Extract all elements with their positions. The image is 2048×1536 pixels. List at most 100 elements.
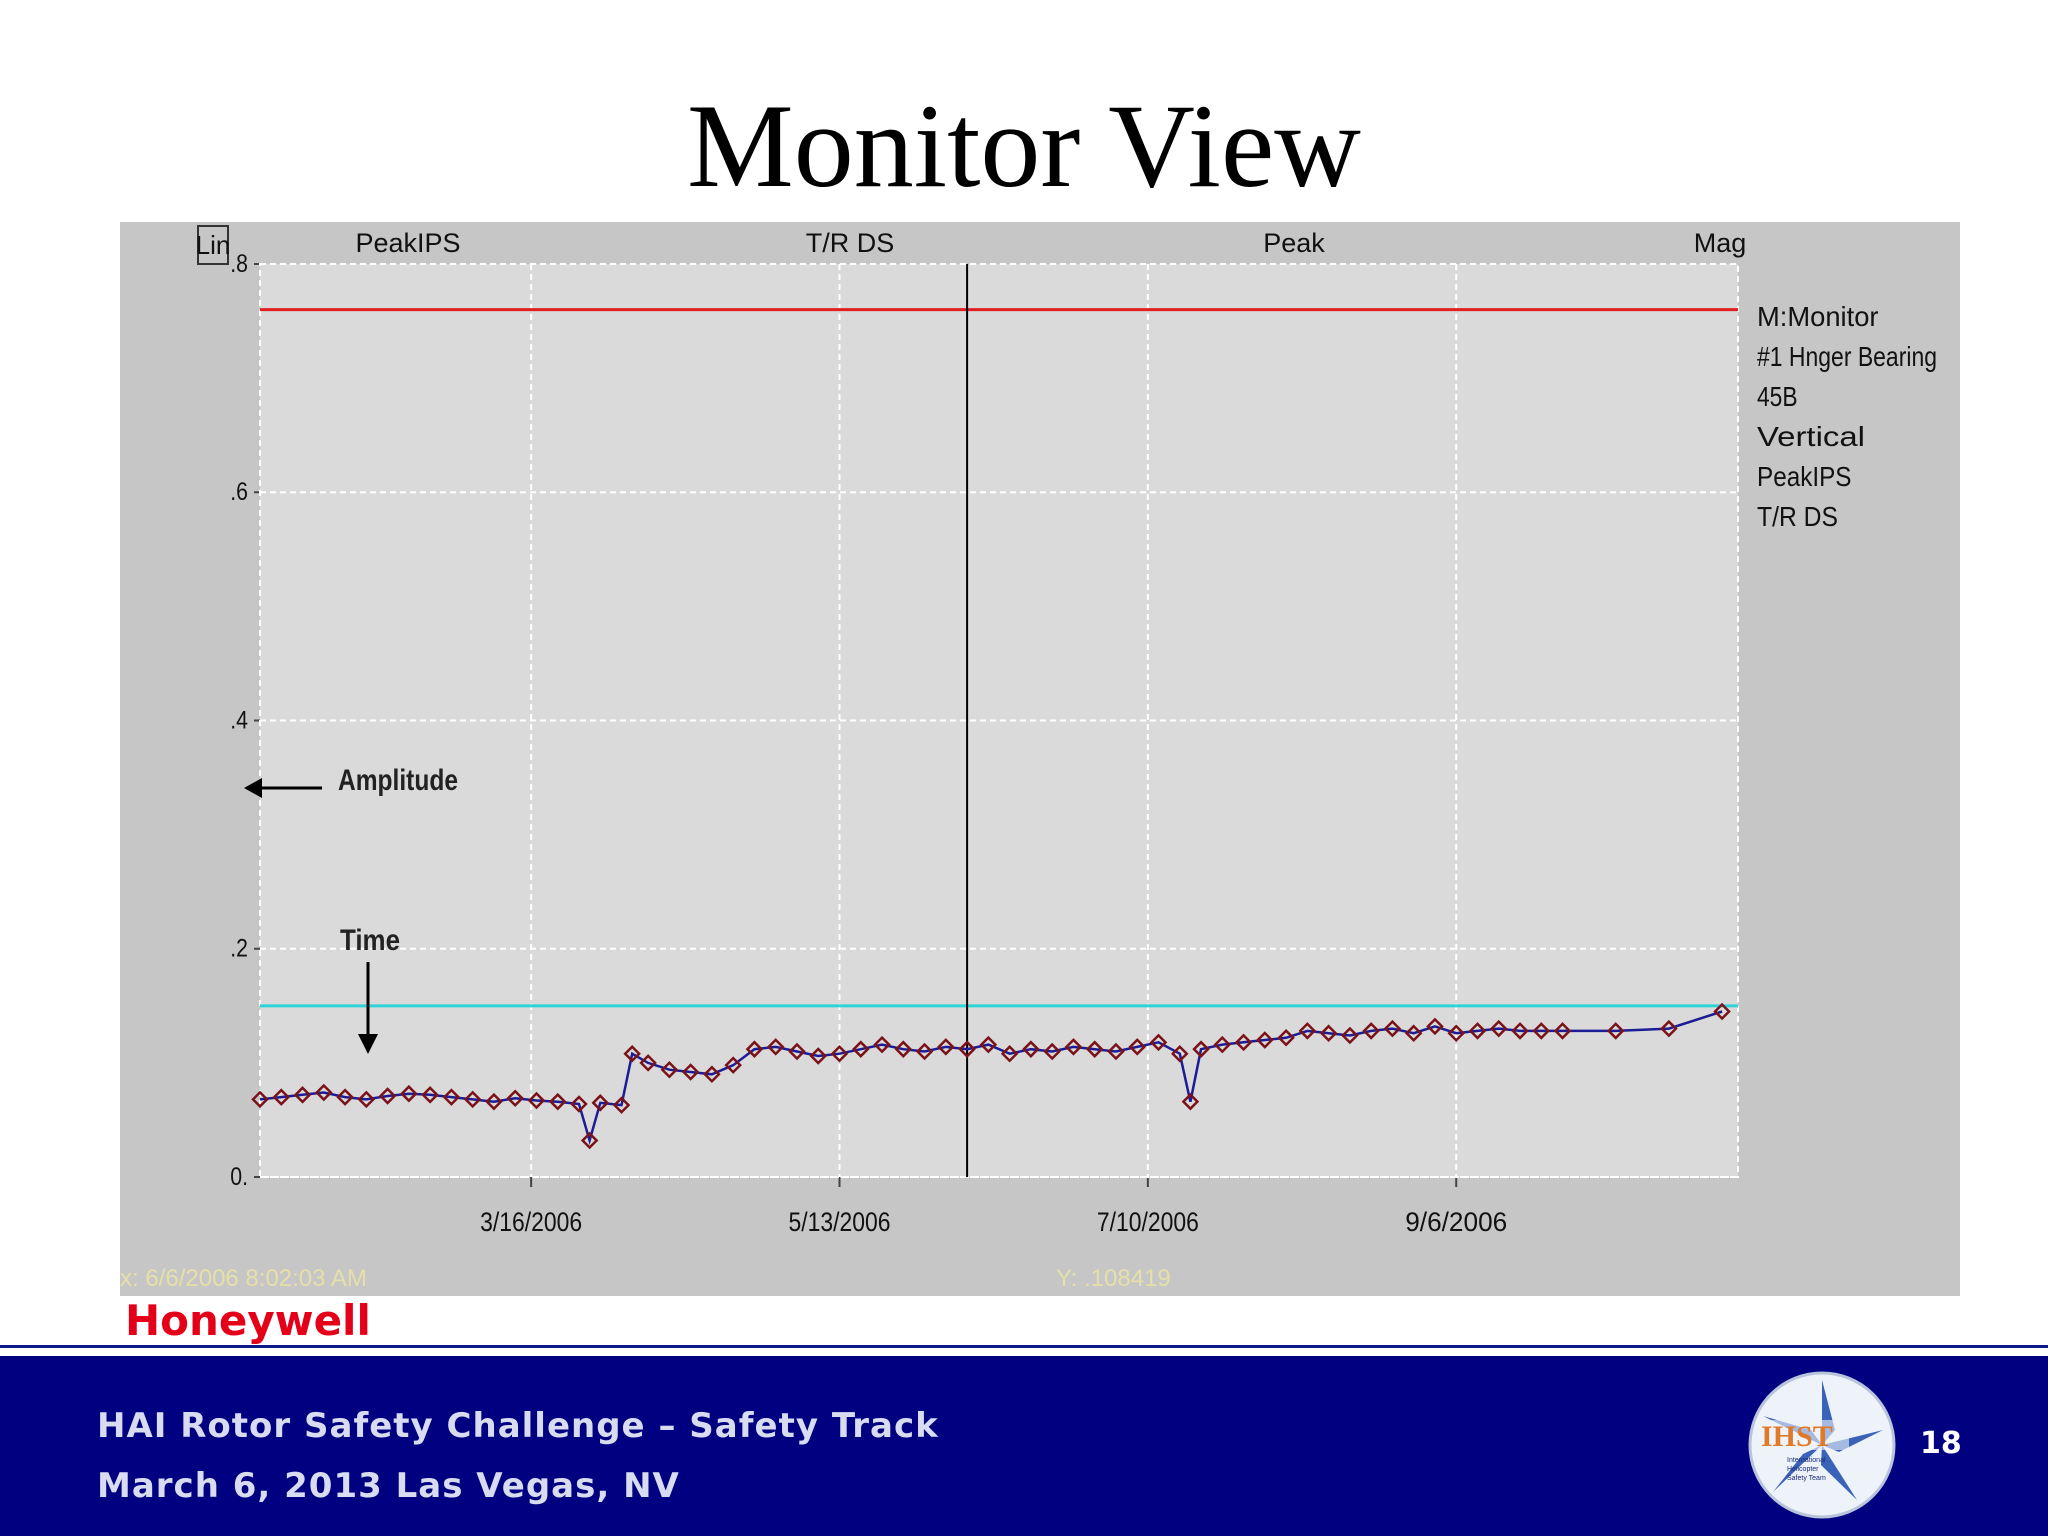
data-point bbox=[1404, 1024, 1423, 1042]
data-point bbox=[766, 1038, 785, 1056]
data-point bbox=[336, 1088, 354, 1106]
data-point bbox=[788, 1042, 806, 1061]
data-point bbox=[251, 1090, 269, 1109]
footer-event-date: March 6, 2013 Las Vegas, NV bbox=[97, 1466, 680, 1506]
honeywell-logo: Honeywell bbox=[125, 1296, 371, 1345]
time-arrowhead bbox=[358, 1034, 378, 1054]
data-point bbox=[639, 1054, 657, 1072]
data-point bbox=[1468, 1022, 1487, 1040]
data-point bbox=[1383, 1019, 1402, 1038]
data-point bbox=[660, 1060, 679, 1079]
data-point bbox=[315, 1083, 333, 1102]
header-label: PeakIPS bbox=[355, 228, 460, 258]
data-point bbox=[1064, 1038, 1083, 1056]
data-point bbox=[915, 1042, 934, 1061]
data-point bbox=[1043, 1042, 1061, 1061]
amplitude-arrowhead bbox=[244, 778, 262, 798]
data-point bbox=[1192, 1040, 1210, 1058]
annotation-time: Time bbox=[340, 924, 400, 957]
data-point bbox=[745, 1040, 764, 1058]
data-point bbox=[293, 1086, 312, 1104]
legend-line: M:Monitor bbox=[1757, 301, 1879, 332]
legend-line: PeakIPS bbox=[1757, 461, 1852, 492]
y-tick-label: .8 bbox=[230, 249, 248, 277]
monitor-chart[interactable]: 0. .2 .4 .6 .8 3/16/2006 5/13/2006 7/10/2006 9/6… bbox=[120, 222, 1960, 1296]
data-point bbox=[357, 1090, 376, 1109]
footer-divider bbox=[0, 1345, 2048, 1348]
cursor-readout-x: x: 6/6/2006 8:02:03 AM bbox=[120, 1265, 367, 1292]
data-point bbox=[1107, 1042, 1125, 1061]
data-point bbox=[1085, 1040, 1104, 1058]
data-point bbox=[378, 1087, 397, 1105]
x-tick-label: 7/10/2006 bbox=[1097, 1207, 1199, 1237]
x-tick-label: 9/6/2006 bbox=[1405, 1207, 1507, 1237]
data-point bbox=[506, 1089, 524, 1108]
data-point bbox=[591, 1094, 610, 1112]
data-point bbox=[272, 1088, 291, 1106]
data-point bbox=[527, 1091, 546, 1110]
header-label: Peak bbox=[1263, 228, 1325, 258]
data-point bbox=[1341, 1026, 1359, 1045]
y-tick-label: 0. bbox=[230, 1162, 248, 1190]
data-point bbox=[1532, 1022, 1551, 1040]
page-number: 18 bbox=[1920, 1426, 1962, 1461]
data-point bbox=[580, 1131, 599, 1150]
legend-line: Vertical bbox=[1757, 421, 1865, 452]
data-point bbox=[894, 1040, 913, 1058]
data-point bbox=[421, 1086, 439, 1104]
svg-text:Safety Team: Safety Team bbox=[1787, 1475, 1826, 1482]
data-point bbox=[1489, 1019, 1508, 1038]
data-point bbox=[703, 1065, 721, 1084]
header-label: T/R DS bbox=[806, 228, 895, 258]
header-label: Mag bbox=[1694, 228, 1747, 258]
data-point bbox=[1256, 1031, 1274, 1049]
legend-line: T/R DS bbox=[1757, 501, 1838, 532]
data-point bbox=[1426, 1017, 1444, 1036]
data-point bbox=[958, 1040, 976, 1058]
data-point bbox=[400, 1084, 418, 1103]
data-point bbox=[979, 1035, 998, 1054]
monitor-chart-panel[interactable]: 0. .2 .4 .6 .8 3/16/2006 5/13/2006 7/10/2006 9/6… bbox=[120, 222, 1960, 1296]
svg-text:IHST: IHST bbox=[1761, 1420, 1833, 1453]
cursor-readout-y: Y: .108419 bbox=[1056, 1265, 1171, 1292]
footer-bar: HAI Rotor Safety Challenge – Safety Trac… bbox=[0, 1356, 2048, 1536]
slide-title: Monitor View bbox=[687, 79, 1361, 212]
data-point bbox=[1149, 1033, 1168, 1052]
data-point bbox=[873, 1035, 891, 1054]
data-point bbox=[1000, 1044, 1019, 1063]
data-point bbox=[1553, 1022, 1572, 1040]
data-point bbox=[1213, 1035, 1232, 1054]
data-point bbox=[548, 1092, 567, 1111]
data-point bbox=[1447, 1024, 1465, 1042]
data-point bbox=[1660, 1019, 1678, 1038]
data-point bbox=[681, 1063, 700, 1081]
data-point bbox=[1319, 1024, 1338, 1042]
svg-text:Helicopter: Helicopter bbox=[1787, 1466, 1819, 1473]
data-point bbox=[852, 1040, 870, 1058]
data-point bbox=[1128, 1038, 1146, 1056]
data-point bbox=[1181, 1092, 1200, 1111]
scale-box bbox=[197, 225, 229, 265]
data-point bbox=[937, 1038, 955, 1056]
data-point bbox=[1362, 1022, 1380, 1040]
data-point bbox=[809, 1047, 828, 1065]
y-tick-label: .4 bbox=[230, 706, 248, 734]
series-line bbox=[259, 1010, 1723, 1146]
data-point bbox=[1606, 1022, 1625, 1040]
data-point bbox=[485, 1092, 503, 1111]
data-point bbox=[570, 1095, 588, 1113]
scale-label: Lin bbox=[196, 230, 231, 260]
data-point bbox=[1170, 1044, 1189, 1063]
legend-line: #1 Hnger Bearing bbox=[1757, 341, 1937, 372]
data-point bbox=[1298, 1022, 1317, 1040]
legend-line: 45B bbox=[1757, 381, 1798, 412]
data-point bbox=[612, 1096, 631, 1114]
y-tick-label: .6 bbox=[230, 478, 248, 506]
data-point bbox=[623, 1044, 641, 1063]
data-point bbox=[1022, 1040, 1040, 1058]
x-tick-label: 3/16/2006 bbox=[480, 1207, 582, 1237]
data-point bbox=[830, 1044, 849, 1063]
data-point bbox=[724, 1056, 742, 1074]
data-point bbox=[1511, 1022, 1529, 1040]
annotation-amplitude: Amplitude bbox=[338, 764, 458, 797]
